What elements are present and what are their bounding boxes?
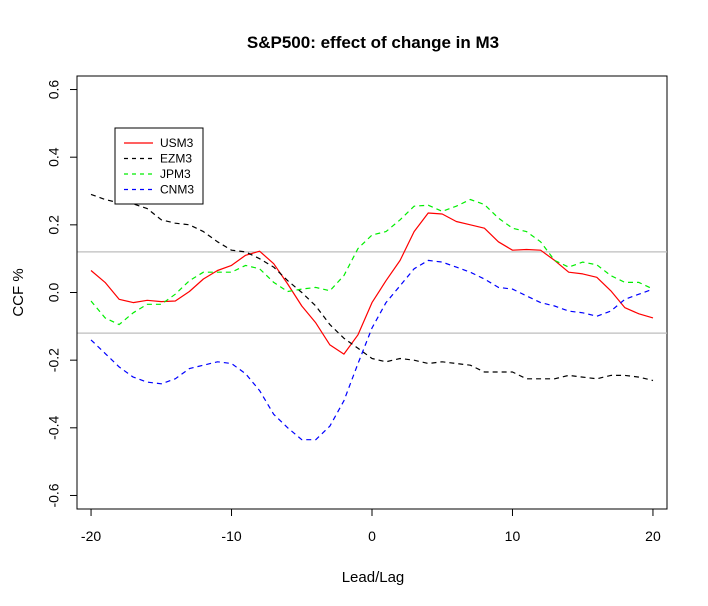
- x-tick-label: -10: [221, 528, 241, 544]
- series-line-jpm3: [90, 198, 654, 326]
- series-lines: [90, 193, 654, 441]
- y-axis: -0.6 -0.4 -0.2 0.0 0.2 0.4 0.6: [46, 80, 78, 508]
- x-axis: -20 -10 0 10 20: [81, 508, 661, 544]
- x-tick-label: 20: [645, 528, 661, 544]
- y-tick-label: -0.2: [46, 348, 62, 372]
- y-tick-label: 0.0: [46, 283, 62, 303]
- y-tick-label: -0.4: [46, 416, 62, 440]
- legend-label-usm3: USM3: [160, 136, 194, 150]
- legend-label-ezm3: EZM3: [160, 152, 192, 166]
- x-tick-label: -20: [81, 528, 101, 544]
- y-axis-label: CCF %: [10, 268, 27, 316]
- chart-title: S&P500: effect of change in M3: [247, 33, 499, 52]
- legend-label-cnm3: CNM3: [160, 183, 194, 197]
- legend-label-jpm3: JPM3: [160, 167, 191, 181]
- series-line-ezm3: [90, 193, 654, 382]
- legend-box: [114, 127, 204, 205]
- x-axis-label: Lead/Lag: [342, 569, 405, 586]
- y-tick-label: -0.6: [46, 483, 62, 507]
- y-tick-label: 0.2: [46, 215, 62, 235]
- series-line-cnm3: [90, 259, 654, 441]
- series-line-usm3: [90, 212, 654, 355]
- y-tick-label: 0.6: [46, 80, 62, 100]
- y-tick-label: 0.4: [46, 147, 62, 167]
- reference-lines: [77, 251, 667, 334]
- x-tick-label: 0: [368, 528, 376, 544]
- x-tick-label: 10: [505, 528, 521, 544]
